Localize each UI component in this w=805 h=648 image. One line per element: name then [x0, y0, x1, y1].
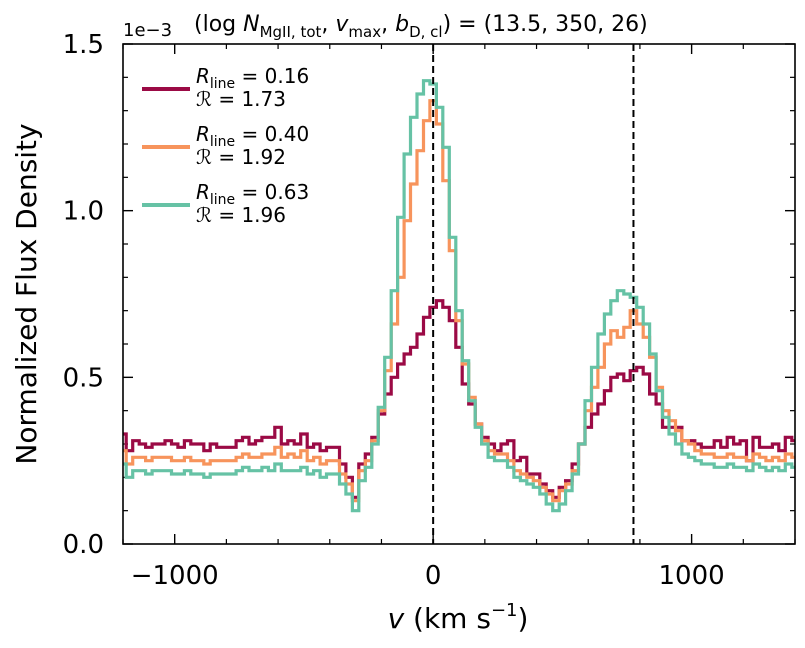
legend: Rline = 0.16 ℛ = 1.73 Rline = 0.40 ℛ = 1…: [142, 64, 309, 227]
x-tick-label: 0: [425, 561, 442, 591]
y-tick-label: 1.0: [63, 197, 104, 227]
legend-label-3-rline: Rline = 0.63: [196, 180, 309, 208]
y-tick-label: 1.5: [63, 30, 104, 60]
chart-title: (log NMgII, tot, vmax, bD, cl) = (13.5, …: [194, 12, 648, 41]
x-axis-label: v (km s−1): [388, 600, 529, 635]
legend-label-1-rline: Rline = 0.16: [196, 64, 309, 92]
axis-ticks: −1000 0 1000 0.0 0.5 1.0 1.5: [63, 30, 796, 591]
y-axis-label: Normalized Flux Density: [10, 123, 43, 464]
series-line-3: [123, 79, 795, 513]
series-lines: [123, 79, 795, 513]
y-tick-label: 0.0: [63, 530, 104, 560]
legend-entry-1: Rline = 0.16 ℛ = 1.73: [142, 64, 309, 111]
legend-entry-3: Rline = 0.63 ℛ = 1.96: [142, 180, 309, 227]
x-tick-label: 1000: [659, 561, 725, 591]
legend-label-2-rline: Rline = 0.40: [196, 122, 309, 150]
legend-label-1-ratio: ℛ = 1.73: [196, 87, 286, 111]
y-tick-label: 0.5: [63, 363, 104, 393]
x-tick-label: −1000: [131, 561, 219, 591]
plot-frame: [122, 43, 796, 545]
legend-label-3-ratio: ℛ = 1.96: [196, 203, 286, 227]
y-offset-label: 1e−3: [123, 20, 172, 41]
legend-label-2-ratio: ℛ = 1.92: [196, 145, 286, 169]
legend-entry-2: Rline = 0.40 ℛ = 1.92: [142, 122, 309, 169]
reference-lines: [432, 44, 635, 544]
